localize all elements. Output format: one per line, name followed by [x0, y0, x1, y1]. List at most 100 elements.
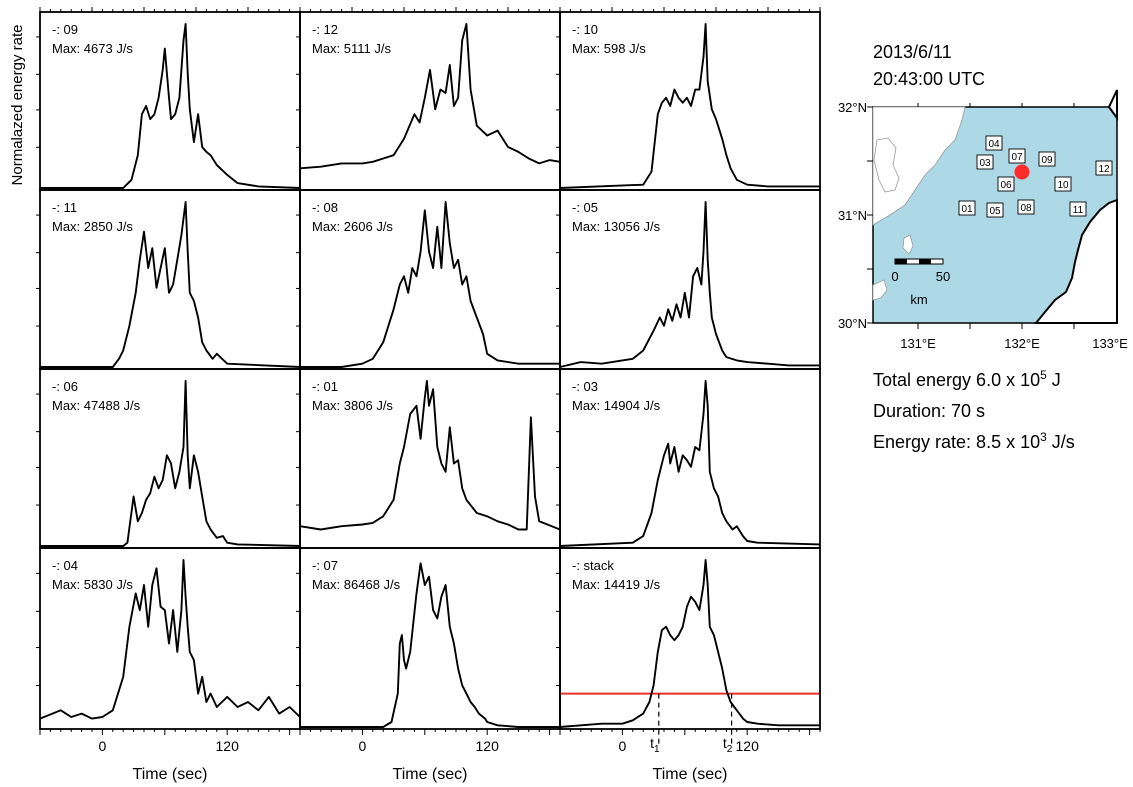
- x-axis-3: 0 120 Time (sec): [559, 729, 821, 783]
- station-box: [1095, 160, 1113, 176]
- panel-label: -: 12: [312, 22, 338, 37]
- x-axis-1: 0 120 Time (sec): [39, 729, 301, 783]
- panel-max: Max: 4673 J/s: [52, 41, 133, 56]
- x-tick-label: 0: [619, 738, 627, 754]
- stations: 04 03 07 09 12 06 10 01 05 08 11: [958, 135, 1113, 218]
- energy-rate: Energy rate: 8.5 x 103 J/s: [873, 430, 1075, 452]
- station-label: 01: [961, 204, 973, 215]
- panel-11: -: 11 Max: 2850 J/s: [36, 189, 301, 370]
- station-09: 09: [1038, 151, 1056, 167]
- station-label: 05: [989, 206, 1001, 217]
- station-box: [1017, 199, 1035, 215]
- station-07: 07: [1008, 148, 1026, 164]
- panel-08: -: 08 Max: 2606 J/s: [296, 189, 561, 370]
- panel-04: -: 04 Max: 5830 J/s: [36, 547, 301, 730]
- scale-label-50: 50: [936, 269, 950, 284]
- panel-label: -: 05: [572, 200, 598, 215]
- station-label: 06: [1000, 180, 1012, 191]
- map-ticks: [867, 103, 1075, 329]
- land-shape: [1033, 198, 1118, 324]
- series-line-09: [40, 23, 301, 189]
- land-shape: [902, 234, 914, 255]
- x-axis-label: Time (sec): [393, 766, 468, 783]
- panel-09: -: 09 Max: 4673 J/s: [36, 11, 301, 191]
- station-04: 04: [985, 135, 1003, 151]
- lon-label-132: 132°E: [1004, 336, 1040, 351]
- station-label: 10: [1057, 180, 1069, 191]
- panel-max: Max: 2850 J/s: [52, 219, 133, 234]
- station-box: [958, 200, 976, 216]
- station-box: [1038, 151, 1056, 167]
- panel-frame: [39, 189, 301, 370]
- panel-max: Max: 13056 J/s: [572, 219, 661, 234]
- panel-frame: [559, 11, 821, 191]
- panel-stack: -: stack Max: 14419 J/s: [556, 547, 821, 747]
- series-line-11: [40, 201, 301, 368]
- panel-max: Max: 14904 J/s: [572, 398, 661, 413]
- station-12: 12: [1095, 160, 1113, 176]
- t1-label: t1: [650, 735, 660, 755]
- station-11: 11: [1069, 201, 1087, 217]
- station-label: 09: [1041, 155, 1053, 166]
- scale-bar: 0 50 km: [891, 258, 950, 307]
- station-label: 03: [979, 158, 991, 169]
- land-shape: [872, 106, 966, 226]
- station-box: [986, 202, 1004, 218]
- map-land: [872, 89, 1118, 324]
- station-label: 04: [988, 139, 1000, 150]
- panel-label: -: stack: [572, 558, 614, 573]
- station-03: 03: [976, 154, 994, 170]
- event-time: 20:43:00 UTC: [873, 69, 985, 89]
- panel-max: Max: 47488 J/s: [52, 398, 141, 413]
- land-shape: [1107, 89, 1118, 122]
- station-box: [1008, 148, 1026, 164]
- scale-label-0: 0: [891, 269, 898, 284]
- panel-max: Max: 2606 J/s: [312, 219, 393, 234]
- series-line-12: [299, 23, 561, 170]
- panel-01: -: 01 Max: 3806 J/s: [296, 368, 561, 549]
- panel-frame: [559, 547, 821, 730]
- panel-label: -: 08: [312, 200, 338, 215]
- total-energy: Total energy 6.0 x 105 J: [873, 368, 1061, 390]
- station-01: 01: [958, 200, 976, 216]
- panel-frame: [39, 368, 301, 549]
- x-tick-label: 0: [359, 738, 367, 754]
- series-line-06: [40, 380, 301, 547]
- panel-label: -: 03: [572, 379, 598, 394]
- station-06: 06: [997, 176, 1015, 192]
- x-tick-label: 120: [476, 738, 500, 754]
- event-epicenter: [1014, 164, 1030, 180]
- panel-07: -: 07 Max: 86468 J/s: [296, 547, 561, 730]
- panel-frame: [559, 368, 821, 549]
- duration: Duration: 70 s: [873, 401, 985, 421]
- series-line-08: [300, 201, 560, 368]
- panel-12: -: 12 Max: 5111 J/s: [296, 11, 561, 191]
- series-line-07: [300, 562, 560, 728]
- lon-label-133: 133°E: [1092, 336, 1128, 351]
- panel-label: -: 11: [52, 200, 77, 215]
- panel-max: Max: 86468 J/s: [312, 577, 401, 592]
- x-tick-label: 120: [216, 738, 240, 754]
- panel-max: Max: 5830 J/s: [52, 577, 133, 592]
- station-08: 08: [1017, 199, 1035, 215]
- station-box: [1069, 201, 1087, 217]
- series-line-stack: [559, 559, 820, 728]
- series-line-04: [39, 559, 301, 720]
- station-box: [976, 154, 994, 170]
- panel-label: -: 04: [52, 558, 78, 573]
- panel-10: -: 10 Max: 598 J/s: [556, 11, 821, 191]
- map-area: 2013/6/11 20:43:00 UTC 32°N 31°N 30°N 13…: [838, 42, 1128, 351]
- scale-unit: km: [910, 292, 927, 307]
- land-shape: [873, 137, 900, 193]
- lat-label-30: 30°N: [838, 316, 867, 331]
- panel-frame: [559, 189, 821, 370]
- x-axes: 0 120 Time (sec) 0 120 Time (sec) 0 120 Time (se…: [39, 7, 821, 783]
- panel-03: -: 03 Max: 14904 J/s: [556, 368, 821, 549]
- event-date: 2013/6/11: [873, 42, 952, 62]
- panel-frame: [299, 189, 561, 370]
- x-tick-label: 120: [736, 738, 760, 754]
- panel-label: -: 09: [52, 22, 78, 37]
- land-shape: [872, 279, 888, 301]
